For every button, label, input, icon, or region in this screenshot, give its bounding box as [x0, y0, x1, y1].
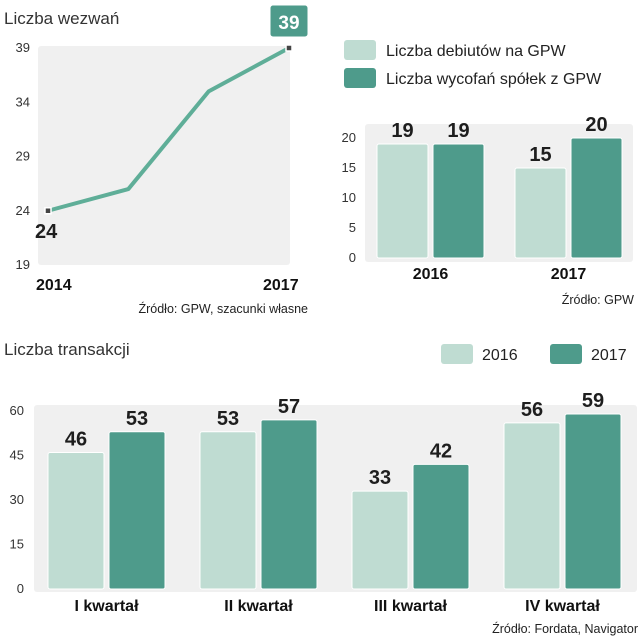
- transakcje-bar-s2: [108, 431, 166, 590]
- transakcje-title: Liczba transakcji: [4, 340, 130, 359]
- transakcje-ytick: 45: [10, 448, 24, 463]
- transakcje-category: IV kwartał: [525, 598, 600, 615]
- transakcje-x-axis: I kwartał II kwartał III kwartał IV kwartał: [74, 598, 600, 615]
- debiuty-data-label: 19: [391, 120, 413, 142]
- legend-swatch-wycofania: [344, 68, 376, 88]
- debiuty-data-label: 20: [585, 114, 607, 136]
- wezwania-ytick: 19: [16, 257, 30, 272]
- wezwania-point: [285, 44, 293, 52]
- debiuty-category: 2017: [551, 266, 587, 283]
- transakcje-bar-s1: [47, 452, 105, 590]
- wezwania-title: Liczba wezwań: [4, 9, 119, 28]
- transakcje-ytick: 60: [10, 403, 24, 418]
- legend-label-2017: 2017: [591, 347, 627, 364]
- wezwania-source: Źródło: GPW, szacunki własne: [138, 301, 308, 316]
- transakcje-ytick: 15: [10, 537, 24, 552]
- debiuty-ytick: 20: [342, 130, 356, 145]
- debiuty-source: Źródło: GPW: [562, 292, 634, 307]
- transakcje-bar-s1: [503, 422, 561, 590]
- wezwania-end-label: 39: [278, 13, 299, 34]
- debiuty-bars: 19 19 15 20: [376, 114, 623, 259]
- transakcje-bar-s1: [199, 431, 257, 590]
- legend-label-wycofania: Liczba wycofań spółek z GPW: [386, 71, 602, 88]
- debiuty-data-label: 19: [447, 120, 469, 142]
- transakcje-data-label: 53: [217, 408, 239, 430]
- transakcje-category: II kwartał: [224, 598, 293, 615]
- transakcje-category: III kwartał: [374, 598, 447, 615]
- debiuty-bar-s1: [514, 167, 567, 259]
- wezwania-start-label: 24: [35, 221, 58, 243]
- transakcje-source: Źródło: Fordata, Navigator: [492, 621, 638, 636]
- transakcje-data-label: 53: [126, 408, 148, 430]
- transakcje-data-label: 33: [369, 467, 391, 489]
- wezwania-ytick: 29: [16, 149, 30, 164]
- debiuty-ytick: 10: [342, 190, 356, 205]
- debiuty-x-axis: 2016 2017: [413, 266, 587, 283]
- transakcje-ytick: 0: [17, 581, 24, 596]
- transakcje-data-label: 46: [65, 429, 87, 451]
- legend-label-2016: 2016: [482, 347, 518, 364]
- wezwania-end-callout: [269, 4, 309, 38]
- wezwania-ytick: 24: [16, 203, 30, 218]
- wezwania-points: [44, 44, 293, 215]
- debiuty-y-axis: 0 5 10 15 20: [342, 130, 356, 265]
- chart-transakcje: Liczba transakcji 2016 2017 0 15 30 45 60 46…: [4, 340, 638, 636]
- wezwania-point: [44, 207, 52, 215]
- legend-swatch-2016: [441, 344, 473, 364]
- wezwania-ytick: 34: [16, 94, 30, 109]
- legend-swatch-2017: [550, 344, 582, 364]
- transakcje-ytick: 30: [10, 492, 24, 507]
- chart-wezwania: Liczba wezwań 19 24 29 34 39 2014 2017 24 39…: [4, 4, 309, 316]
- chart-debiuty: Liczba debiutów na GPW Liczba wycofań sp…: [342, 40, 634, 307]
- debiuty-ytick: 15: [342, 160, 356, 175]
- debiuty-bar-s1: [376, 143, 429, 259]
- debiuty-ytick: 0: [349, 250, 356, 265]
- wezwania-xtick-start: 2014: [36, 277, 72, 294]
- transakcje-data-label: 42: [430, 440, 452, 462]
- debiuty-category: 2016: [413, 266, 449, 283]
- wezwania-xtick-end: 2017: [263, 277, 299, 294]
- debiuty-bar-s2: [570, 137, 623, 259]
- transakcje-bar-s2: [564, 413, 622, 590]
- wezwania-plot-panel: [38, 46, 290, 265]
- wezwania-ytick: 39: [16, 40, 30, 55]
- transakcje-bar-s2: [260, 419, 318, 590]
- legend-label-debiuty: Liczba debiutów na GPW: [386, 43, 567, 60]
- transakcje-bar-s1: [351, 490, 409, 590]
- transakcje-bars: 46 53 53 57 33 42 56 59: [47, 390, 622, 590]
- transakcje-data-label: 59: [582, 390, 604, 412]
- transakcje-data-label: 56: [521, 399, 543, 421]
- transakcje-bar-s2: [412, 463, 470, 590]
- transakcje-category: I kwartał: [74, 598, 139, 615]
- debiuty-data-label: 15: [529, 144, 551, 166]
- transakcje-data-label: 57: [278, 396, 300, 418]
- transakcje-plot-panel: [34, 405, 637, 592]
- transakcje-y-axis: 0 15 30 45 60: [10, 403, 24, 596]
- wezwania-y-axis: 19 24 29 34 39: [16, 40, 30, 272]
- legend-swatch-debiuty: [344, 40, 376, 60]
- debiuty-ytick: 5: [349, 220, 356, 235]
- debiuty-bar-s2: [432, 143, 485, 259]
- wezwania-series-line: [47, 46, 290, 213]
